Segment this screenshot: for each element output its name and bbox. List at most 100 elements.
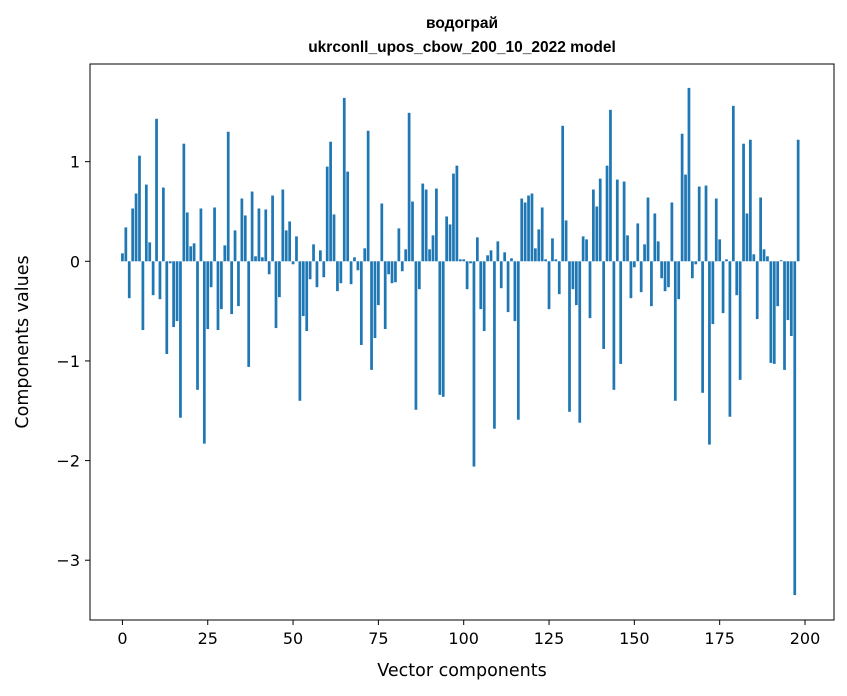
bar <box>708 261 711 445</box>
bar <box>574 261 578 306</box>
bar <box>424 189 428 262</box>
bar <box>530 193 534 262</box>
bar <box>370 261 373 370</box>
bar <box>646 197 650 262</box>
bar <box>127 261 131 299</box>
bar <box>571 261 575 290</box>
bar <box>626 235 629 262</box>
bar <box>387 261 390 275</box>
bar <box>612 261 616 390</box>
bar <box>189 246 193 262</box>
bar <box>325 166 329 262</box>
bar <box>237 261 240 307</box>
bar <box>264 209 268 262</box>
bar <box>192 243 196 262</box>
bar <box>322 261 326 278</box>
bar <box>503 252 507 262</box>
bar <box>711 261 715 325</box>
y-axis-ticks: 1 0 −1 −2 −3 <box>56 153 90 570</box>
y-axis-label: Components values <box>13 255 33 428</box>
bar <box>520 198 524 262</box>
bar <box>291 261 295 265</box>
y-tick-label: −2 <box>56 452 80 471</box>
bar <box>523 202 527 262</box>
bar <box>336 261 339 292</box>
x-tick-label: 150 <box>619 629 650 648</box>
bar <box>281 189 285 262</box>
bar <box>175 261 179 322</box>
bar <box>527 195 530 262</box>
bar <box>762 249 766 262</box>
bar <box>233 230 237 262</box>
bar <box>499 261 503 289</box>
bar <box>179 261 182 418</box>
bar <box>745 213 749 262</box>
bar <box>168 261 172 264</box>
bar <box>547 261 551 310</box>
x-tick-label: 175 <box>704 629 735 648</box>
bar <box>185 212 189 262</box>
bar <box>670 202 674 262</box>
bar <box>165 261 169 354</box>
bar <box>680 133 684 262</box>
bar <box>226 131 230 262</box>
bar <box>472 261 476 467</box>
x-tick-label: 200 <box>790 629 821 648</box>
bar <box>257 208 261 262</box>
bar <box>684 174 687 262</box>
bar <box>632 261 636 268</box>
bar <box>196 261 199 390</box>
bar <box>619 261 623 364</box>
bar <box>339 261 343 284</box>
bar <box>660 261 664 279</box>
bar <box>605 165 609 262</box>
bar <box>353 257 356 262</box>
bar <box>493 261 496 429</box>
bar <box>615 179 619 262</box>
bar <box>568 261 571 412</box>
bar <box>636 223 640 262</box>
bar <box>731 105 735 262</box>
bar <box>796 139 800 262</box>
bar <box>701 261 704 393</box>
bar <box>274 261 278 329</box>
bar <box>534 248 537 262</box>
bar <box>677 261 681 300</box>
bar <box>653 213 657 262</box>
bar <box>162 187 165 262</box>
bar <box>544 259 547 262</box>
bar <box>397 228 401 262</box>
bar <box>329 141 332 262</box>
bar <box>295 236 298 262</box>
bar <box>400 261 404 272</box>
bar <box>155 118 158 262</box>
bars-group <box>121 87 800 596</box>
y-tick-label: 1 <box>70 153 80 172</box>
x-tick-label: 25 <box>198 629 218 648</box>
bar <box>663 261 667 292</box>
bar <box>714 198 718 262</box>
bar <box>735 261 739 296</box>
bar <box>230 261 233 315</box>
bar <box>260 257 264 262</box>
bar <box>254 256 257 262</box>
bar <box>622 181 626 262</box>
bar <box>158 261 162 300</box>
bar <box>380 203 384 262</box>
bar <box>414 261 418 410</box>
bar <box>121 253 124 262</box>
bar <box>407 112 411 262</box>
bar <box>356 261 360 271</box>
bar <box>452 173 455 262</box>
bar <box>694 261 698 265</box>
bar <box>772 261 776 364</box>
bar <box>564 220 568 262</box>
bar <box>721 261 725 314</box>
bar <box>691 261 694 279</box>
x-tick-label: 100 <box>448 629 479 648</box>
bar <box>243 215 247 262</box>
bar <box>506 261 510 313</box>
plot-frame <box>89 63 835 621</box>
bar <box>421 183 425 262</box>
bar <box>223 245 227 262</box>
